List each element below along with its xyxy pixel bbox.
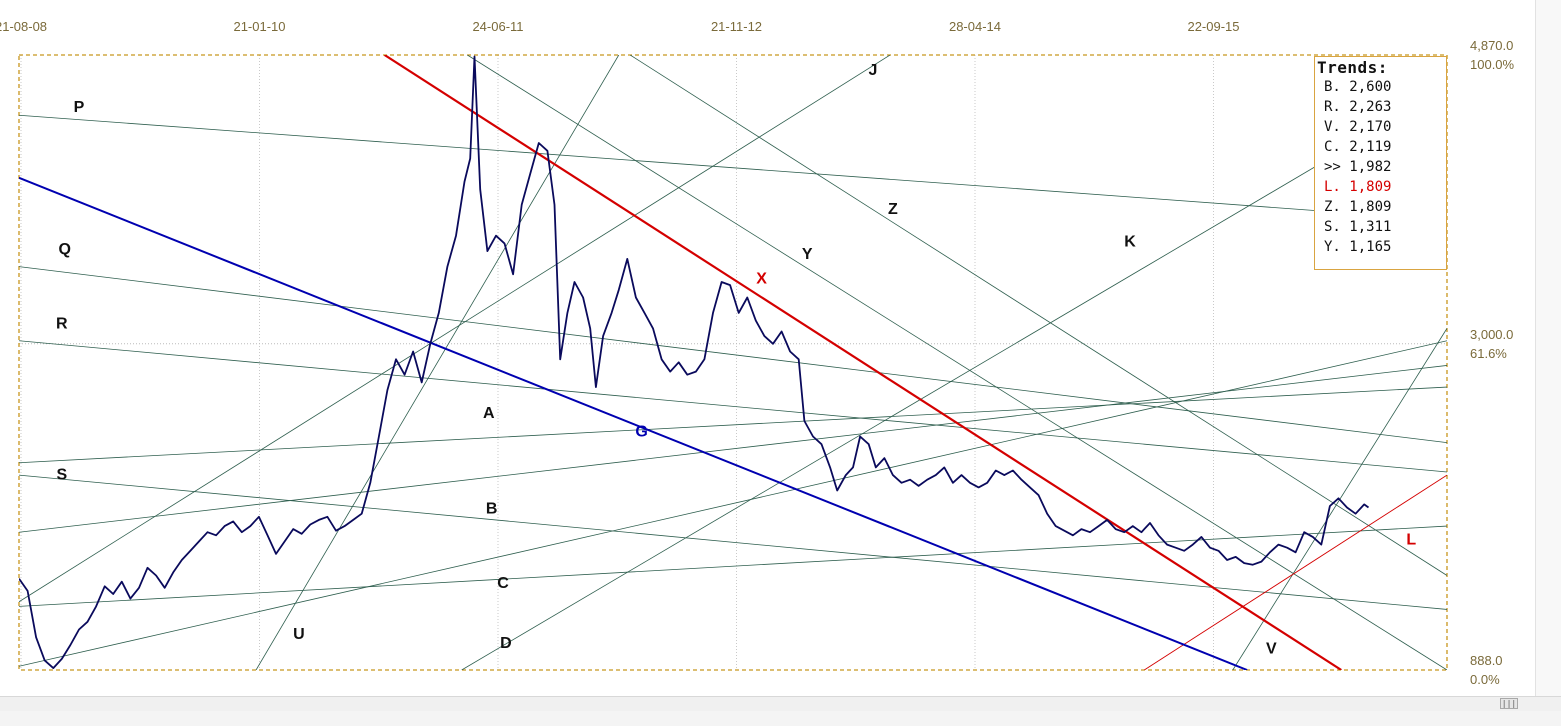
trendline-b — [19, 365, 1447, 533]
x-tick-label: 22-09-15 — [1187, 19, 1239, 34]
legend-entry: Y. 1,165 — [1324, 239, 1392, 255]
trend-label-j: J — [868, 62, 877, 79]
x-tick-label: 21-11-12 — [711, 19, 762, 34]
plot-frame — [18, 54, 1448, 671]
trend-label-p: P — [74, 99, 85, 116]
trendline-g — [19, 176, 1248, 670]
trend-label-x: X — [756, 271, 767, 288]
y-pct-label: 100.0% — [1470, 57, 1515, 72]
scroll-thumb[interactable]: ||| — [1500, 698, 1518, 709]
legend-entry: V. 2,170 — [1324, 119, 1392, 135]
trendline-q — [19, 266, 1447, 444]
y-pct-label: 61.6% — [1470, 346, 1507, 361]
trend-label-r: R — [56, 315, 68, 332]
legend-entry: S. 1,311 — [1324, 219, 1392, 235]
y-tick-label: 4,870.0 — [1470, 38, 1513, 53]
legend-title: Trends: — [1317, 58, 1388, 77]
x-tick-label: 21-08-08 — [0, 19, 47, 34]
horizontal-scrollbar[interactable]: ||| — [0, 696, 1561, 712]
legend-entry: >> 1,982 — [1324, 159, 1392, 175]
legend-entry: L. 1,809 — [1324, 179, 1392, 195]
trend-label-d: D — [500, 635, 512, 652]
trendline-j — [19, 55, 891, 603]
trend-label-u: U — [293, 626, 305, 643]
trend-label-q: Q — [58, 241, 70, 258]
y-tick-label: 3,000.0 — [1470, 327, 1513, 342]
trendline-u — [255, 55, 620, 670]
trends-legend: Trends: B. 2,600 R. 2,263 V. 2,170 C. 2,119… — [1314, 56, 1447, 270]
trendline-y — [467, 55, 1447, 670]
trend-label-k: K — [1124, 234, 1136, 251]
trend-label-c: C — [497, 575, 509, 592]
x-tick-label: 21-01-10 — [233, 19, 285, 34]
legend-rows: B. 2,600 R. 2,263 V. 2,170 C. 2,119 >> 1,982… — [1315, 77, 1446, 257]
trend-label-y: Y — [802, 246, 813, 263]
x-tick-label: 24-06-11 — [472, 19, 523, 34]
legend-entry: Z. 1,809 — [1324, 199, 1392, 215]
status-bar — [0, 711, 1561, 726]
right-rail — [1535, 0, 1561, 696]
trendline-c — [19, 525, 1447, 607]
trendline-r — [19, 340, 1447, 473]
trendline-p — [19, 114, 1447, 221]
x-tick-label: 28-04-14 — [949, 19, 1001, 34]
trendlines-group — [19, 55, 1447, 670]
legend-entry: B. 2,600 — [1324, 79, 1392, 95]
trendline-x — [383, 55, 1342, 670]
legend-entry: C. 2,119 — [1324, 139, 1392, 155]
trendline-z — [629, 55, 1447, 576]
trend-label-b: B — [486, 501, 498, 518]
trend-label-v: V — [1266, 640, 1277, 657]
trendline-a — [19, 386, 1447, 464]
trendline-d — [19, 340, 1447, 667]
y-pct-label: 0.0% — [1470, 672, 1500, 687]
trend-label-s: S — [57, 467, 68, 484]
trend-label-g: G — [635, 423, 647, 440]
price-chart[interactable]: 21-08-08 21-01-10 24-06-11 21-11-12 28-04-14… — [0, 0, 1561, 696]
trend-label-l: L — [1406, 532, 1416, 549]
legend-entry: R. 2,263 — [1324, 99, 1392, 115]
price-series-line — [19, 55, 1370, 669]
trendline-s — [19, 474, 1447, 610]
trendline-l — [1144, 474, 1447, 670]
y-tick-label: 888.0 — [1470, 653, 1503, 668]
trend-label-a: A — [483, 405, 495, 422]
trend-label-z: Z — [888, 201, 898, 218]
trendline-k — [461, 88, 1447, 670]
